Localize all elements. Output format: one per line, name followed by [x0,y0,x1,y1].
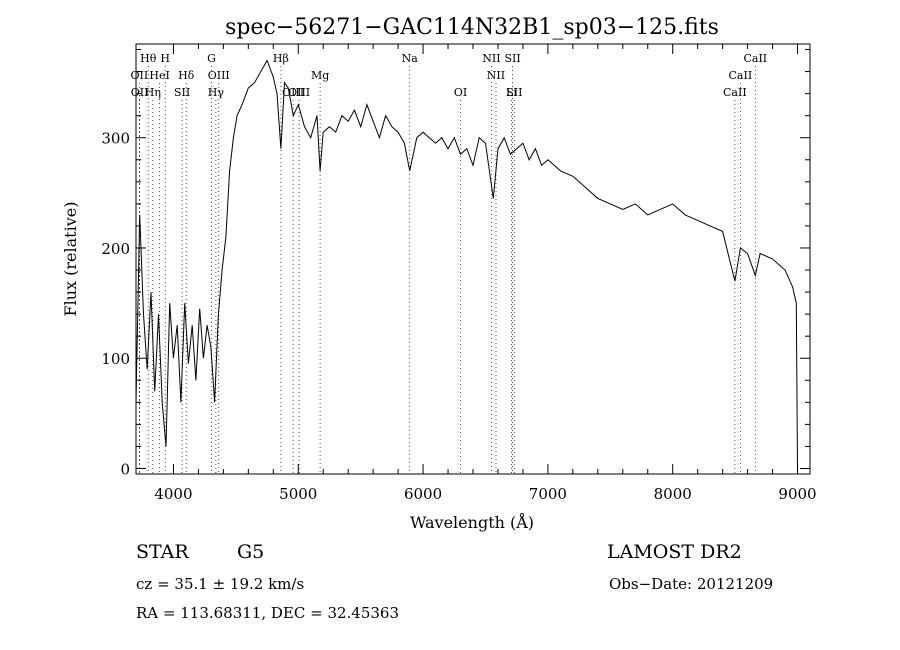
y-tick-label: 300 [101,130,130,148]
line-label-OI: OI [454,86,467,99]
object-class: STAR [136,541,189,563]
object-subclass: G5 [237,541,265,563]
x-axis-label: Wavelength (Å) [410,512,534,532]
survey-name: LAMOST DR2 [607,541,742,563]
coordinates: RA = 113.68311, DEC = 32.45363 [136,604,400,622]
x-tick-label: 4000 [154,485,192,503]
line-label-Hγ: Hγ [208,86,225,99]
line-label-OII: OII [131,69,149,82]
line-label-NII: NII [482,52,500,65]
x-tick-label: 7000 [529,485,567,503]
plot-frame [135,43,811,475]
axis-ticks: 4000 5000 6000 7000 8000 9000 0 100 200 300 [101,44,817,503]
line-label-SII: SII [506,86,522,99]
x-tick-label: 9000 [778,485,816,503]
line-label-NII: NII [487,69,505,82]
line-label-CaII: CaII [723,86,747,99]
line-label-OIII: OIII [208,69,230,82]
line-label-SII: SII [504,52,520,65]
line-label-Hβ: Hβ [273,52,289,65]
line-label-OIII: OIII [288,86,310,99]
line-label-Hη: Hη [145,86,161,99]
x-tick-label: 5000 [279,485,317,503]
y-tick-label: 200 [101,240,130,258]
line-label-Li: Li [506,86,517,99]
line-label-CaII: CaII [729,69,753,82]
line-label-Na: Na [402,52,419,65]
x-tick-label: 6000 [404,485,442,503]
x-tick-label: 8000 [654,485,692,503]
observation-date: Obs−Date: 20121209 [609,575,774,593]
line-label-OIII: OIII [282,86,304,99]
y-tick-label: 100 [101,350,130,368]
chart-title: spec−56271−GAC114N32B1_sp03−125.fits [225,15,719,40]
line-label-Hθ: Hθ [140,52,157,65]
line-label-Hδ: Hδ [178,69,195,82]
line-label-HeI: HeI [149,69,169,82]
spectrum-line [135,59,798,469]
line-label-SII: SII [174,86,190,99]
line-label-H: H [160,52,170,65]
y-tick-label: 0 [120,460,130,478]
redshift-velocity: cz = 35.1 ± 19.2 km/s [136,575,305,593]
line-label-Mg: Mg [311,69,329,82]
y-axis-label: Flux (relative) [61,202,80,317]
line-label-G: G [207,52,216,65]
line-label-OII: OII [131,86,149,99]
line-label-CaII: CaII [743,52,767,65]
